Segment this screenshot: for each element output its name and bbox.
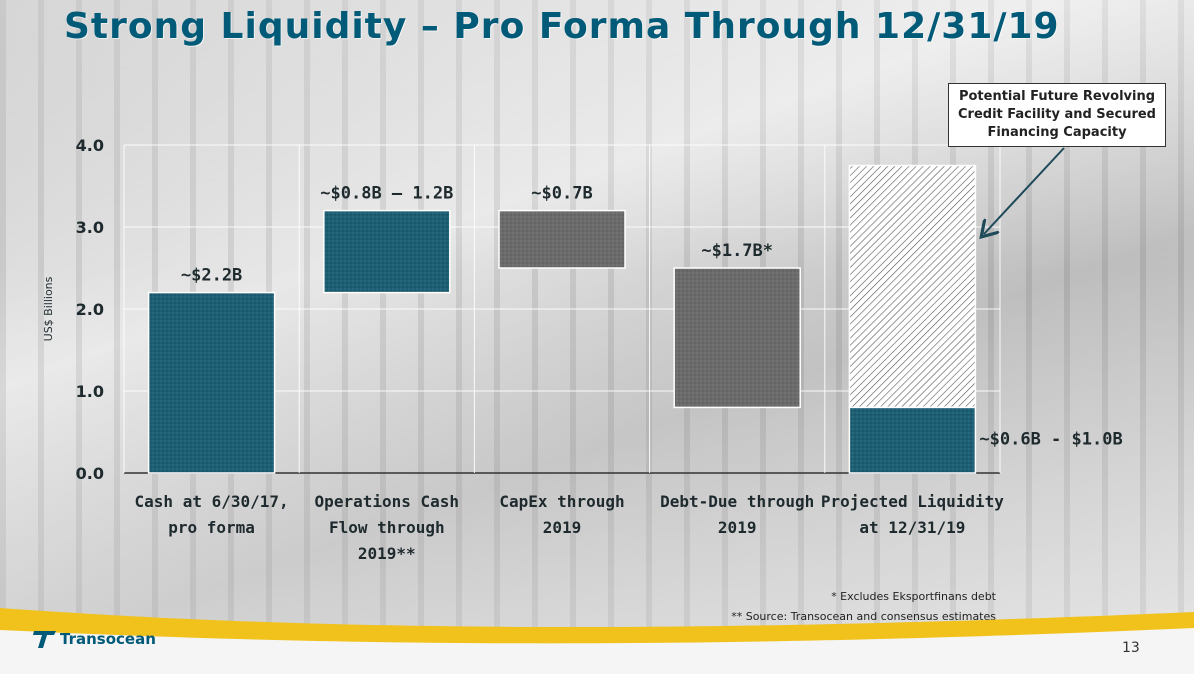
callout-text: Potential Future Revolving Credit Facili…: [958, 89, 1156, 140]
y-tick-label: 3.0: [76, 218, 104, 237]
x-category-label: at 12/31/19: [859, 518, 965, 537]
x-category-label: Projected Liquidity: [821, 492, 1004, 511]
x-category-label: 2019: [543, 518, 582, 537]
y-axis-label: US$ Billions: [42, 276, 55, 341]
footnote-eksportfinans: * Excludes Eksportfinans debt: [831, 590, 996, 603]
transocean-logo: Transocean: [32, 628, 156, 650]
transocean-t-icon: [33, 628, 57, 648]
capacity-callout-box: Potential Future Revolving Credit Facili…: [948, 83, 1166, 147]
x-category-label: 2019**: [358, 544, 416, 563]
x-category-label: Cash at 6/30/17,: [135, 492, 289, 511]
footer-gold-band: [0, 608, 1194, 674]
y-tick-label: 4.0: [76, 136, 104, 155]
y-tick-label: 2.0: [76, 300, 104, 319]
bar-value-label: ~$1.7B*: [701, 241, 773, 261]
x-category-label: Debt-Due through: [660, 492, 814, 511]
x-category-label: Flow through: [329, 518, 445, 537]
x-category-label: 2019: [718, 518, 757, 537]
bar-2: [323, 209, 451, 294]
bar-3: [498, 209, 626, 269]
bar-1: [147, 291, 276, 474]
capacity-hatched-bar: [848, 164, 977, 409]
x-category-label: CapEx through: [499, 492, 624, 511]
bar-5: [848, 406, 977, 474]
page-title: Strong Liquidity – Pro Forma Through 12/…: [64, 6, 1060, 47]
logo-wordmark: Transocean: [60, 630, 156, 648]
x-category-label: Operations Cash: [315, 492, 460, 511]
x-category-label: pro forma: [168, 518, 255, 537]
page-number: 13: [1122, 640, 1140, 656]
bar-value-label: ~$0.8B – 1.2B: [320, 184, 453, 204]
y-tick-label: 0.0: [76, 464, 104, 483]
liquidity-waterfall-chart: 0.0 1.0 2.0 3.0 4.0 US$ Billions ~$2.2B ~$0.8B …: [42, 136, 1123, 563]
y-tick-label: 1.0: [76, 382, 104, 401]
bar-value-label: ~$2.2B: [181, 266, 242, 286]
bar-value-label: ~$0.7B: [531, 184, 592, 204]
bar-value-label: ~$0.6B - $1.0B: [979, 429, 1122, 449]
footnote-source: ** Source: Transocean and consensus esti…: [731, 610, 996, 623]
bar-4: [673, 267, 801, 409]
callout-arrow: [984, 147, 1065, 234]
